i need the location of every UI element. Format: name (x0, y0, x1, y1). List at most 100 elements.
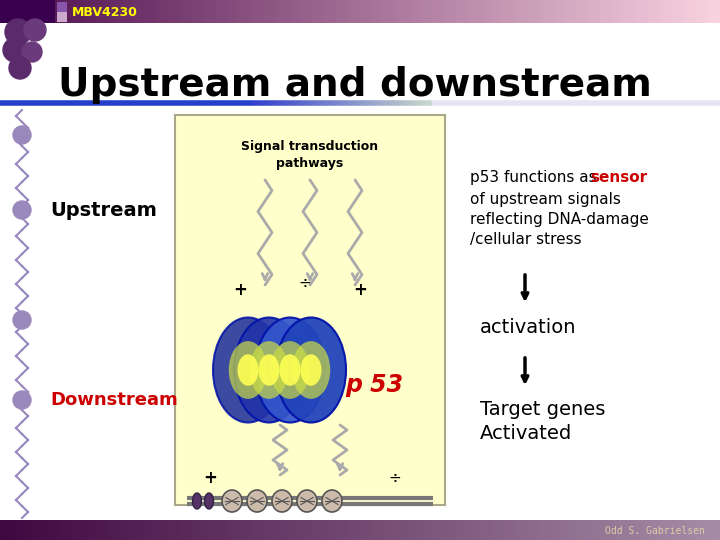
Bar (317, 520, 323, 540)
Bar (490, 0, 495, 23)
Bar (576, 520, 582, 540)
Bar (662, 0, 668, 23)
Text: of upstream signals: of upstream signals (470, 192, 621, 207)
Bar (418, 0, 423, 23)
Bar (0, 0, 6, 23)
Bar (5, 0, 11, 23)
Text: ÷: ÷ (389, 470, 401, 485)
Bar (235, 0, 241, 23)
Bar (485, 520, 490, 540)
Bar (691, 520, 697, 540)
Bar (715, 0, 720, 23)
Bar (437, 0, 443, 23)
Bar (389, 0, 395, 23)
Bar (144, 0, 150, 23)
Bar (475, 520, 481, 540)
Text: +: + (233, 281, 247, 299)
Bar (523, 520, 529, 540)
Ellipse shape (238, 354, 258, 386)
Bar (158, 0, 164, 23)
Bar (153, 520, 159, 540)
Bar (403, 520, 409, 540)
Bar (470, 520, 476, 540)
Bar (307, 0, 313, 23)
Bar (538, 520, 544, 540)
Bar (216, 0, 222, 23)
Bar (230, 0, 236, 23)
Bar (211, 0, 217, 23)
Bar (197, 0, 202, 23)
Bar (168, 0, 174, 23)
Bar (269, 0, 274, 23)
Bar (96, 520, 102, 540)
Bar (53, 0, 58, 23)
Ellipse shape (192, 493, 202, 509)
Bar (0, 0, 55, 23)
Ellipse shape (297, 490, 317, 512)
Bar (81, 0, 87, 23)
Bar (691, 0, 697, 23)
Bar (336, 520, 342, 540)
Text: sensor: sensor (590, 170, 647, 185)
Text: Target genes: Target genes (480, 400, 606, 419)
Text: ÷: ÷ (299, 275, 311, 291)
Bar (264, 520, 270, 540)
Bar (101, 0, 107, 23)
Ellipse shape (292, 341, 330, 399)
Bar (149, 520, 155, 540)
Bar (312, 0, 318, 23)
Bar (96, 0, 102, 23)
Bar (110, 0, 116, 23)
Bar (653, 520, 659, 540)
Bar (168, 520, 174, 540)
Bar (552, 0, 558, 23)
Bar (567, 520, 572, 540)
Bar (211, 520, 217, 540)
Bar (614, 0, 620, 23)
Bar (307, 520, 313, 540)
Ellipse shape (279, 354, 300, 386)
Bar (77, 520, 83, 540)
Ellipse shape (213, 318, 283, 422)
Bar (619, 0, 625, 23)
Bar (221, 520, 227, 540)
Bar (322, 0, 328, 23)
Bar (369, 520, 375, 540)
Bar (58, 0, 63, 23)
Bar (86, 520, 92, 540)
Bar (466, 0, 472, 23)
Circle shape (3, 38, 27, 62)
Bar (639, 520, 644, 540)
Bar (48, 520, 54, 540)
Bar (336, 0, 342, 23)
Bar (634, 520, 639, 540)
Bar (72, 520, 78, 540)
Bar (490, 520, 495, 540)
Bar (423, 0, 428, 23)
Bar (197, 520, 202, 540)
Bar (331, 520, 337, 540)
Bar (528, 0, 534, 23)
Bar (408, 520, 414, 540)
Bar (557, 520, 562, 540)
Bar (394, 0, 400, 23)
Ellipse shape (204, 493, 214, 509)
Bar (120, 0, 126, 23)
Bar (120, 520, 126, 540)
Bar (614, 520, 620, 540)
Bar (163, 0, 169, 23)
Bar (269, 520, 274, 540)
Bar (686, 0, 692, 23)
Bar (0, 520, 6, 540)
Bar (274, 0, 279, 23)
Bar (643, 0, 649, 23)
Bar (91, 0, 97, 23)
Bar (682, 0, 688, 23)
Bar (302, 520, 308, 540)
Bar (67, 0, 73, 23)
Circle shape (13, 201, 31, 219)
Bar (173, 0, 179, 23)
Bar (38, 0, 44, 23)
Text: MBV4230: MBV4230 (72, 5, 138, 18)
Bar (110, 520, 116, 540)
